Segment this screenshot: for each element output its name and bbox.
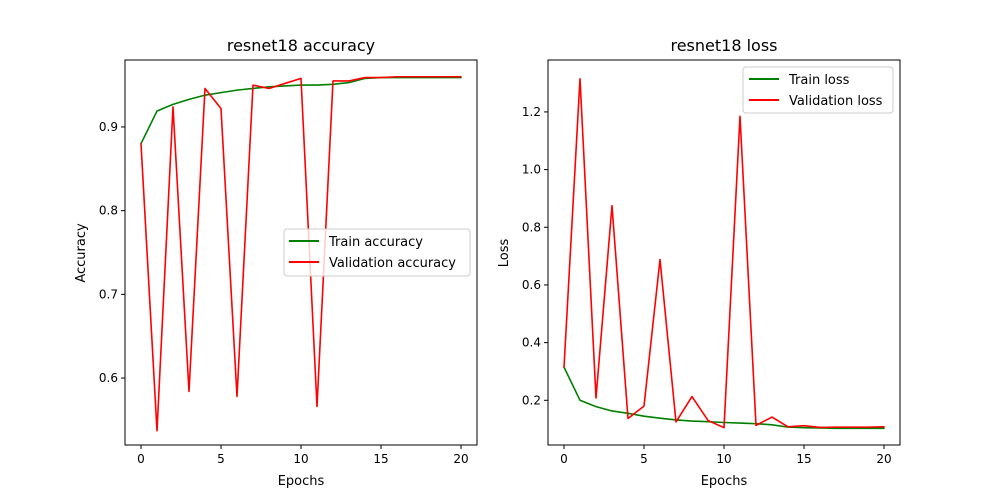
series-line-validation-accuracy [140, 75, 462, 432]
legend: Train loss Validation loss [742, 66, 894, 114]
legend-label-validation-accuracy: Validation accuracy [329, 256, 456, 271]
plot-frame [124, 59, 478, 446]
y-axis-label: Loss [497, 239, 512, 268]
x-tick-label: 0 [137, 452, 145, 466]
y-tick-label: 0.8 [99, 204, 118, 218]
y-tick-label: 0.7 [99, 287, 118, 301]
x-tick-label: 5 [217, 452, 225, 466]
y-tick-label: 1.0 [522, 163, 541, 177]
y-tick-label: 0.6 [522, 278, 541, 292]
legend-label-train-accuracy: Train accuracy [328, 235, 423, 250]
y-tick-label: 0.8 [522, 220, 541, 234]
y-tick-label: 1.2 [522, 105, 541, 119]
y-axis-label: Accuracy [74, 223, 89, 283]
legend: Train accuracy Validation accuracy [283, 228, 471, 277]
axis-ticks: 0 5 10 15 20 0.2 0.4 0.6 0.8 1.0 1.2 [522, 105, 892, 466]
x-tick-label: 10 [293, 452, 308, 466]
x-tick-label: 0 [560, 452, 568, 466]
x-tick-label: 15 [373, 452, 388, 466]
accuracy-chart: resnet18 accuracy Epochs Accuracy 0 5 10 15… [74, 36, 478, 489]
series-line-validation-loss [563, 77, 885, 429]
x-axis-label: Epochs [701, 474, 748, 489]
chart-title: resnet18 loss [670, 36, 777, 55]
x-tick-label: 10 [716, 452, 731, 466]
chart-title: resnet18 accuracy [227, 36, 375, 55]
plot-lines [140, 75, 462, 432]
axis-ticks: 0 5 10 15 20 0.6 0.7 0.8 0.9 [99, 120, 469, 466]
y-tick-label: 0.4 [522, 336, 541, 350]
y-tick-label: 0.2 [522, 393, 541, 407]
y-tick-label: 0.6 [99, 371, 118, 385]
plot-frame [547, 59, 901, 446]
legend-box [742, 66, 894, 114]
plot-lines [563, 77, 885, 430]
legend-box [283, 228, 471, 277]
x-tick-label: 20 [453, 452, 468, 466]
loss-chart: resnet18 loss Epochs Loss 0 5 10 15 20 0.2 0.4… [497, 36, 901, 489]
y-tick-label: 0.9 [99, 120, 118, 134]
x-tick-label: 15 [796, 452, 811, 466]
x-tick-label: 20 [876, 452, 891, 466]
x-tick-label: 5 [640, 452, 648, 466]
x-axis-label: Epochs [278, 474, 325, 489]
legend-label-train-loss: Train loss [788, 73, 850, 88]
legend-label-validation-loss: Validation loss [789, 94, 883, 109]
